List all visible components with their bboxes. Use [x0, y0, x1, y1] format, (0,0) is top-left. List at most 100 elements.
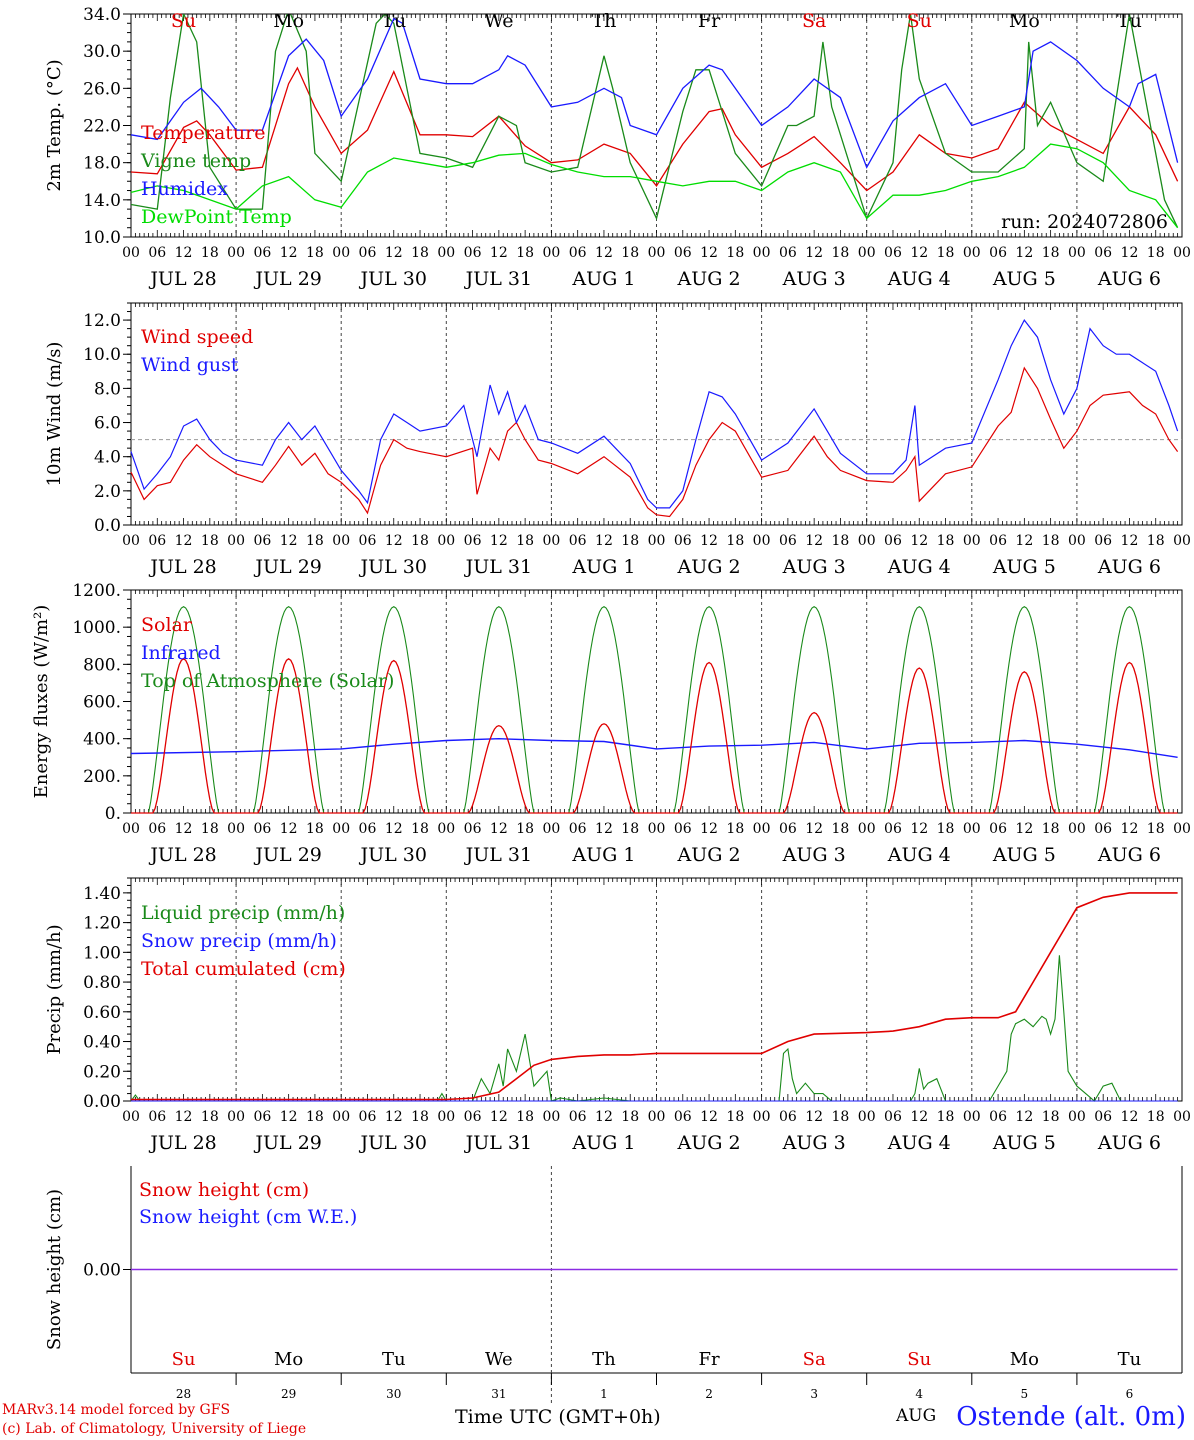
- day-label: AUG 2: [677, 268, 741, 290]
- day-label: AUG 4: [887, 556, 951, 578]
- day-label: AUG 6: [1097, 1132, 1161, 1154]
- day-label: JUL 28: [148, 556, 216, 578]
- day-label: JUL 29: [253, 268, 321, 290]
- hour-tick-label: 00: [437, 1109, 455, 1125]
- hour-tick-label: 06: [569, 533, 587, 549]
- hour-tick-label: 06: [989, 1109, 1007, 1125]
- hour-tick-label: 12: [700, 245, 718, 261]
- hour-tick-label: 06: [569, 821, 587, 837]
- hour-tick-label: 12: [910, 1109, 928, 1125]
- legend-entry: Solar: [141, 614, 193, 636]
- weekday-label: Mo: [1009, 10, 1040, 32]
- hour-tick-label: 06: [674, 1109, 692, 1125]
- hour-tick-label: 06: [1094, 245, 1112, 261]
- hour-tick-label: 00: [753, 533, 771, 549]
- hour-tick-label: 18: [516, 821, 534, 837]
- hour-tick-label: 06: [464, 821, 482, 837]
- day-label: AUG 3: [782, 1132, 846, 1154]
- hour-tick-label: 12: [385, 245, 403, 261]
- day-label: AUG 2: [677, 556, 741, 578]
- hour-tick-label: 12: [490, 821, 508, 837]
- legend-entry: Total cumulated (cm): [141, 958, 346, 980]
- day-label: JUL 29: [253, 1132, 321, 1154]
- day-number-label: 5: [1021, 1387, 1029, 1401]
- hour-tick-label: 12: [1121, 245, 1139, 261]
- y-tick-label: 14.0: [83, 191, 121, 211]
- hour-tick-label: 00: [858, 1109, 876, 1125]
- y-tick-label: 18.0: [83, 154, 121, 174]
- hour-tick-label: 00: [122, 245, 140, 261]
- hour-tick-label: 18: [1042, 533, 1060, 549]
- day-label: AUG 5: [992, 1132, 1056, 1154]
- weekday-label: Tu: [382, 1349, 406, 1370]
- hour-tick-label: 18: [1042, 821, 1060, 837]
- hour-tick-label: 18: [726, 245, 744, 261]
- day-label: AUG 3: [782, 556, 846, 578]
- hour-tick-label: 06: [148, 245, 166, 261]
- y-tick-label: 26.0: [83, 79, 121, 99]
- hour-tick-label: 00: [332, 533, 350, 549]
- day-label: AUG 3: [782, 844, 846, 866]
- day-label: JUL 28: [148, 1132, 216, 1154]
- day-label: AUG 4: [887, 844, 951, 866]
- hour-tick-label: 18: [726, 1109, 744, 1125]
- hour-tick-label: 12: [175, 821, 193, 837]
- day-number-label: 4: [915, 1387, 923, 1401]
- weekday-label: Th: [592, 1349, 616, 1370]
- day-number-label: 3: [810, 1387, 818, 1401]
- weekday-label: Su: [907, 10, 932, 32]
- hour-tick-label: 12: [490, 245, 508, 261]
- hour-tick-label: 12: [280, 821, 298, 837]
- hour-tick-label: 00: [542, 533, 560, 549]
- hour-tick-label: 06: [569, 1109, 587, 1125]
- day-label: AUG 5: [992, 556, 1056, 578]
- weekday-label: Su: [172, 1349, 196, 1370]
- hour-tick-label: 12: [805, 533, 823, 549]
- hour-tick-label: 18: [306, 821, 324, 837]
- y-tick-label: 10.0: [83, 345, 121, 365]
- hour-tick-label: 00: [437, 821, 455, 837]
- y-tick-label: 4.0: [94, 448, 121, 468]
- hour-tick-label: 00: [753, 821, 771, 837]
- y-tick-label: 400.: [83, 730, 121, 750]
- hour-tick-label: 18: [306, 533, 324, 549]
- legend-entry: Wind gust: [141, 354, 239, 376]
- legend-entry: Snow height (cm): [139, 1179, 309, 1201]
- hour-tick-label: 18: [201, 245, 219, 261]
- hour-tick-label: 06: [148, 821, 166, 837]
- hour-tick-label: 06: [464, 245, 482, 261]
- hour-tick-label: 06: [884, 821, 902, 837]
- day-number-label: 30: [386, 1387, 401, 1401]
- hour-tick-label: 06: [253, 821, 271, 837]
- day-label: JUL 28: [148, 268, 216, 290]
- day-number-label: 31: [491, 1387, 506, 1401]
- y-tick-label: 600.: [83, 693, 121, 713]
- hour-tick-label: 06: [989, 533, 1007, 549]
- hour-tick-label: 12: [700, 533, 718, 549]
- day-label: JUL 29: [253, 844, 321, 866]
- hour-tick-label: 18: [726, 533, 744, 549]
- hour-tick-label: 00: [122, 1109, 140, 1125]
- hour-tick-label: 06: [464, 1109, 482, 1125]
- y-tick-label: 800.: [83, 655, 121, 675]
- hour-tick-label: 00: [437, 533, 455, 549]
- weekday-label: We: [485, 1349, 513, 1370]
- series-infrared-line: [130, 737, 1178, 758]
- hour-tick-label: 12: [1121, 533, 1139, 549]
- hour-tick-label: 12: [700, 1109, 718, 1125]
- day-label: JUL 31: [464, 1132, 532, 1154]
- hour-tick-label: 12: [700, 821, 718, 837]
- hour-tick-label: 12: [1121, 1109, 1139, 1125]
- hour-tick-label: 00: [227, 533, 245, 549]
- hour-tick-label: 12: [175, 1109, 193, 1125]
- hour-tick-label: 06: [674, 821, 692, 837]
- y-tick-label: 1.20: [83, 914, 121, 934]
- legend-entry: Humidex: [141, 178, 228, 200]
- hour-tick-label: 06: [884, 1109, 902, 1125]
- hour-tick-label: 00: [648, 245, 666, 261]
- hour-tick-label: 00: [1068, 821, 1086, 837]
- hour-tick-label: 00: [963, 821, 981, 837]
- hour-tick-label: 18: [1147, 533, 1165, 549]
- day-label: JUL 28: [148, 844, 216, 866]
- hour-tick-label: 18: [201, 533, 219, 549]
